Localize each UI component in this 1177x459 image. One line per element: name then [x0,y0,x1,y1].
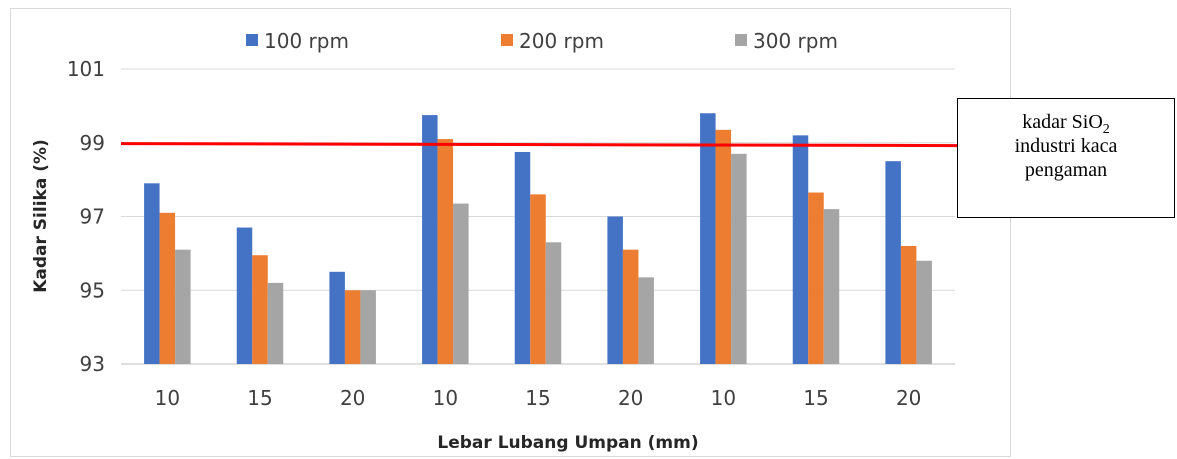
y-tick-label: 101 [67,57,105,81]
y-tick-label: 99 [80,131,105,155]
y-tick-label: 93 [80,352,105,376]
y-axis-title: Kadar Silika (%) [31,139,51,293]
annotation-box: kadar SiO2 industri kaca pengaman [957,98,1175,218]
bar-300-rpm [453,203,469,364]
x-tick-label: 20 [340,386,365,410]
legend-marker [735,34,747,46]
bar-300-rpm [545,242,562,364]
bar-300-rpm [916,260,932,364]
bar-200-rpm [900,246,917,364]
annotation-line-1: kadar SiO2 [1022,111,1110,137]
bar-100-rpm [144,183,160,364]
x-axis-title: Lebar Lubang Umpan (mm) [437,433,698,453]
bar-200-rpm [437,139,454,364]
bar-200-rpm [252,255,268,364]
bar-100-rpm [792,135,809,364]
x-tick-label: 10 [155,386,180,410]
annotation-line-2: industri kaca [1014,135,1118,157]
x-tick-label: 15 [525,386,550,410]
legend-label: 200 rpm [519,29,604,53]
bar-100-rpm [700,113,716,364]
x-tick-label: 20 [896,386,921,410]
bar-100-rpm [607,216,623,364]
bar-300-rpm [360,290,376,364]
x-tick-label: 10 [711,386,736,410]
bar-200-rpm [159,212,176,364]
bar-300-rpm [175,249,191,364]
bar-100-rpm [329,271,345,364]
annotation-subscript: 2 [1102,122,1110,137]
bar-100-rpm [885,161,901,364]
bar-100-rpm [422,115,438,364]
bar-100-rpm [236,227,253,364]
y-tick-label: 95 [80,278,105,302]
y-tick-label: 97 [80,205,105,229]
reference-line [120,142,958,148]
x-tick-label: 15 [803,386,828,410]
bar-300-rpm [638,277,654,364]
bar-300-rpm [267,282,284,364]
bar-200-rpm [622,249,639,364]
bar-300-rpm [823,209,840,364]
bar-300-rpm [731,153,747,364]
legend-marker [246,34,258,46]
bar-100-rpm [514,151,531,364]
chart-frame [10,8,1011,457]
x-tick-label: 20 [618,386,643,410]
annotation-line-3: pengaman [1024,159,1108,181]
bar-200-rpm [530,194,546,364]
bar-200-rpm [808,192,824,364]
bar-200-rpm [344,290,361,364]
legend-label: 300 rpm [753,29,838,53]
legend-label: 100 rpm [264,29,349,53]
x-tick-label: 10 [433,386,458,410]
legend-marker [501,34,513,46]
x-tick-label: 15 [247,386,272,410]
bar-200-rpm [715,129,732,364]
